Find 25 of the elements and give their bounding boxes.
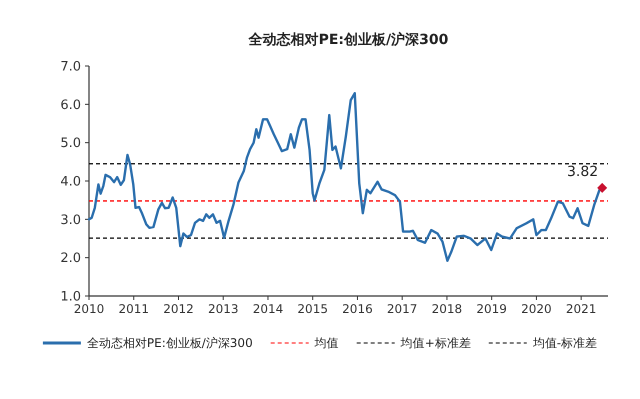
y-tick-label: 4.0 bbox=[60, 174, 81, 190]
legend-label: 均值-标准差 bbox=[532, 336, 598, 350]
annotation: 3.82 bbox=[567, 164, 598, 180]
y-tick-label: 5.0 bbox=[60, 136, 81, 152]
y-tick-label: 7.0 bbox=[60, 60, 81, 74]
y-tick-label: 6.0 bbox=[60, 98, 81, 113]
x-tick-label: 2018 bbox=[432, 302, 462, 316]
x-tick-label: 2010 bbox=[74, 302, 104, 316]
legend-label: 均值 bbox=[314, 336, 339, 350]
x-tick-label: 2016 bbox=[342, 302, 373, 316]
y-tick-label: 3.0 bbox=[60, 212, 81, 228]
x-tick-label: 2020 bbox=[521, 302, 552, 316]
legend-label: 全动态相对PE:创业板/沪深300 bbox=[86, 336, 253, 350]
x-tick-label: 2019 bbox=[476, 302, 507, 316]
x-tick-label: 2017 bbox=[386, 302, 418, 316]
x-tick-label: 2011 bbox=[118, 302, 150, 316]
y-tick-label: 1.0 bbox=[60, 290, 81, 304]
y-tick-label: 2.0 bbox=[60, 251, 81, 266]
legend-label: 均值+标准差 bbox=[400, 336, 471, 350]
chart-title: 全动态相对PE:创业板/沪深300 bbox=[248, 31, 449, 48]
x-tick-label: 2012 bbox=[163, 302, 194, 316]
x-tick-label: 2015 bbox=[297, 302, 328, 316]
x-tick-label: 2014 bbox=[252, 302, 284, 316]
x-tick-label: 2021 bbox=[566, 302, 596, 316]
x-tick-label: 2013 bbox=[208, 302, 238, 316]
